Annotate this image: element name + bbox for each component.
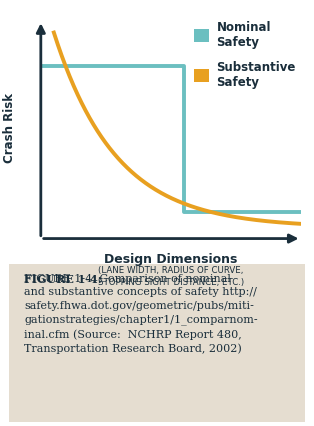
- Legend: Nominal
Safety, Substantive
Safety: Nominal Safety, Substantive Safety: [192, 18, 298, 91]
- Text: Crash Risk: Crash Risk: [3, 93, 16, 163]
- Text: FIGURE 1-4: Comparison of nominal
and substantive concepts of safety http://
saf: FIGURE 1-4: Comparison of nominal and su…: [24, 273, 258, 354]
- Text: FIGURE 1-4:: FIGURE 1-4:: [24, 273, 102, 285]
- Text: (LANE WIDTH, RADIUS OF CURVE,
STOPPING SIGHT DISTANCE, ETC.): (LANE WIDTH, RADIUS OF CURVE, STOPPING S…: [98, 266, 244, 287]
- Text: Design Dimensions: Design Dimensions: [105, 253, 238, 267]
